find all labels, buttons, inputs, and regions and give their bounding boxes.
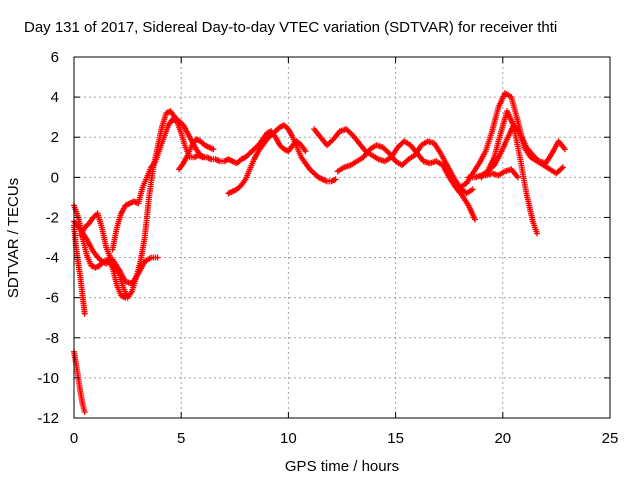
y-tick-label: -8 bbox=[46, 330, 59, 347]
data-point bbox=[534, 230, 541, 237]
plot-area bbox=[71, 90, 568, 415]
data-series-arc-13 bbox=[478, 122, 568, 181]
data-point bbox=[332, 176, 339, 183]
data-point bbox=[222, 157, 229, 164]
x-axis-title: GPS time / hours bbox=[285, 458, 399, 475]
data-series-arc-8 bbox=[225, 122, 339, 197]
data-point bbox=[514, 174, 521, 181]
x-tick-label: 0 bbox=[70, 430, 78, 447]
data-series-arc-14 bbox=[482, 166, 521, 181]
y-tick-label: -6 bbox=[46, 290, 59, 307]
data-point bbox=[154, 254, 161, 261]
y-tick-label: 0 bbox=[51, 169, 59, 186]
data-series-arc-5 bbox=[77, 108, 208, 301]
data-series-arc-12 bbox=[465, 108, 541, 237]
data-series-arc-10 bbox=[334, 138, 476, 197]
data-point bbox=[558, 165, 565, 172]
plot-frame bbox=[73, 56, 611, 419]
data-point bbox=[213, 156, 220, 163]
data-point bbox=[206, 155, 213, 162]
x-tick-label: 5 bbox=[177, 430, 185, 447]
data-point bbox=[561, 146, 568, 153]
data-point bbox=[81, 310, 88, 317]
y-tick-label: -2 bbox=[46, 209, 59, 226]
data-point bbox=[559, 164, 566, 171]
grid bbox=[74, 57, 610, 418]
data-point bbox=[210, 146, 217, 153]
chart-title: Day 131 of 2017, Sidereal Day-to-day VTE… bbox=[24, 19, 557, 36]
data-point bbox=[192, 153, 199, 160]
y-tick-label: 2 bbox=[51, 129, 59, 146]
y-tick-label: -4 bbox=[46, 250, 59, 267]
y-tick-label: 6 bbox=[51, 49, 59, 66]
data-point bbox=[81, 408, 88, 415]
data-point bbox=[469, 186, 476, 193]
x-tick-label: 20 bbox=[494, 430, 511, 447]
x-tick-label: 15 bbox=[387, 430, 404, 447]
x-tick-label: 10 bbox=[280, 430, 297, 447]
y-tick-label: 4 bbox=[51, 89, 59, 106]
data-point bbox=[329, 177, 336, 184]
data-series-arc-1 bbox=[71, 348, 88, 415]
y-axis: -12 -10 -8 -6 -4 -2 0 2 4 6 bbox=[37, 49, 610, 427]
y-tick-label: -10 bbox=[37, 370, 59, 387]
y-axis-title: SDTVAR / TECUs bbox=[5, 178, 22, 298]
data-series-arc-7 bbox=[176, 136, 217, 173]
data-point bbox=[471, 216, 478, 223]
y-tick-label: -12 bbox=[37, 410, 59, 427]
data-series-arc-11 bbox=[456, 90, 566, 191]
x-axis: 0 5 10 15 20 25 bbox=[70, 57, 619, 447]
data-point bbox=[302, 148, 309, 155]
data-point bbox=[331, 177, 338, 184]
data-point bbox=[205, 154, 212, 161]
data-series-arc-6 bbox=[109, 116, 309, 253]
data-point bbox=[215, 157, 222, 164]
x-tick-label: 25 bbox=[602, 430, 619, 447]
